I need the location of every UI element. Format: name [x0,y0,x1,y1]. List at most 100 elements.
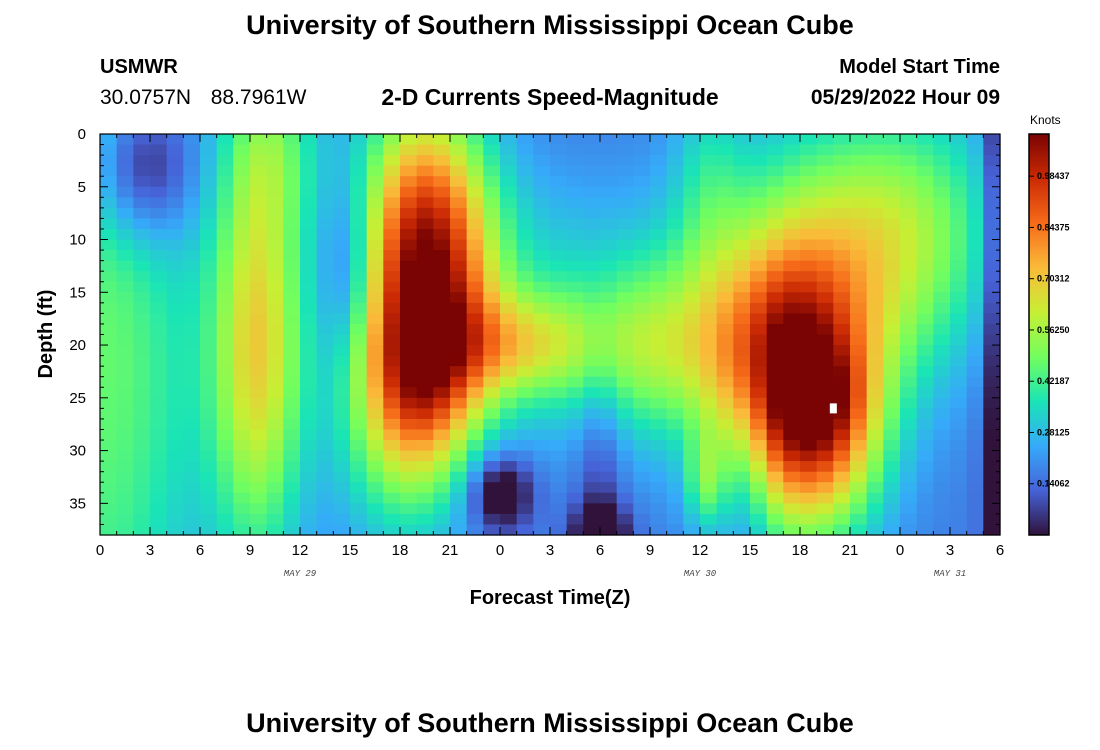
heatmap-cell [416,165,434,177]
heatmap-cell [816,440,834,452]
heatmap-cell [966,260,984,272]
heatmap-cell [716,134,734,146]
heatmap-cell [200,482,218,494]
heatmap-cell [583,144,601,156]
heatmap-cell [916,260,934,272]
heatmap-cell [516,492,534,504]
heatmap-cell [133,503,151,515]
heatmap-cell [233,176,251,188]
heatmap-cell [316,218,334,230]
heatmap-cell [966,334,984,346]
heatmap-cell [150,323,168,336]
heatmap-cell [983,239,1001,251]
heatmap-cell [150,408,168,420]
heatmap-cell [350,323,368,336]
heatmap-cell [150,260,168,272]
heatmap-cell [166,281,184,293]
heatmap-cell [933,207,951,220]
heatmap-cell [850,218,868,230]
heatmap-cell [100,513,118,526]
heatmap-cell [716,186,734,198]
heatmap-cell [200,503,218,515]
heatmap-cell [166,376,184,388]
heatmap-cell [833,429,851,441]
heatmap-cell [866,366,884,378]
heatmap-cell [283,176,301,188]
heatmap-cell [983,450,1001,462]
day-label: MAY 29 [284,569,317,579]
heatmap-cell [983,176,1001,188]
heatmap-cell [833,461,851,473]
heatmap-cell [966,366,984,378]
heatmap-cell [450,450,468,462]
heatmap-cell [433,397,451,409]
heatmap-cell [283,429,301,441]
heatmap-cell [333,492,351,504]
heatmap-cell [116,408,134,420]
heatmap-cell [900,355,918,367]
heatmap-cell [733,492,751,504]
heatmap-cell [900,376,918,388]
heatmap-cell [533,155,551,167]
heatmap-cell [800,271,818,283]
heatmap-cell [933,323,951,336]
heatmap-cell [200,408,218,420]
heatmap-cell [816,260,834,272]
heatmap-cell [466,313,484,325]
heatmap-cell [166,239,184,251]
heatmap-cell [166,207,184,220]
heatmap-cell [250,176,268,188]
heatmap-cell [633,376,651,388]
heatmap-cell [133,207,151,220]
heatmap-cell [233,418,251,431]
heatmap-cell [383,429,401,441]
heatmap-cell [400,323,418,336]
heatmap-cell [350,186,368,198]
heatmap-cell [866,471,884,483]
heatmap-cell [666,387,684,399]
heatmap-cell [666,186,684,198]
heatmap-cell [250,197,268,209]
heatmap-cell [216,334,234,346]
heatmap-cell [400,334,418,346]
heatmap-cell [100,292,118,304]
heatmap-cell [516,250,534,262]
heatmap-cell [550,260,568,272]
heatmap-cell [616,345,634,357]
heatmap-cell [300,271,318,283]
heatmap-cell [350,250,368,262]
heatmap-cell [900,165,918,177]
heatmap-cell [583,408,601,420]
heatmap-cell [683,482,701,494]
heatmap-cell [666,197,684,209]
heatmap-cell [133,144,151,156]
heatmap-cell [783,503,801,515]
heatmap-cell [600,207,618,220]
heatmap-cell [533,387,551,399]
heatmap-cell [816,281,834,293]
heatmap-cell [383,524,401,536]
heatmap-cell [983,471,1001,483]
heatmap-cell [916,250,934,262]
heatmap-cell [316,207,334,220]
heatmap-cell [483,144,501,156]
heatmap-cell [316,503,334,515]
heatmap-cell [300,513,318,526]
heatmap-cell [100,461,118,473]
heatmap-cell [200,292,218,304]
x-tick-label: 6 [996,542,1004,559]
heatmap-cell [300,461,318,473]
heatmap-cell [366,440,384,452]
heatmap-cell [350,334,368,346]
heatmap-cell [616,513,634,526]
heatmap-cell [283,155,301,167]
heatmap-cell [433,408,451,420]
heatmap-cell [983,228,1001,241]
heatmap-cell [866,144,884,156]
heatmap-cell [100,176,118,188]
heatmap-cell [816,461,834,473]
heatmap-cell [800,408,818,420]
x-tick-label: 15 [342,542,359,559]
heatmap-cell [150,418,168,431]
heatmap-cell [933,250,951,262]
